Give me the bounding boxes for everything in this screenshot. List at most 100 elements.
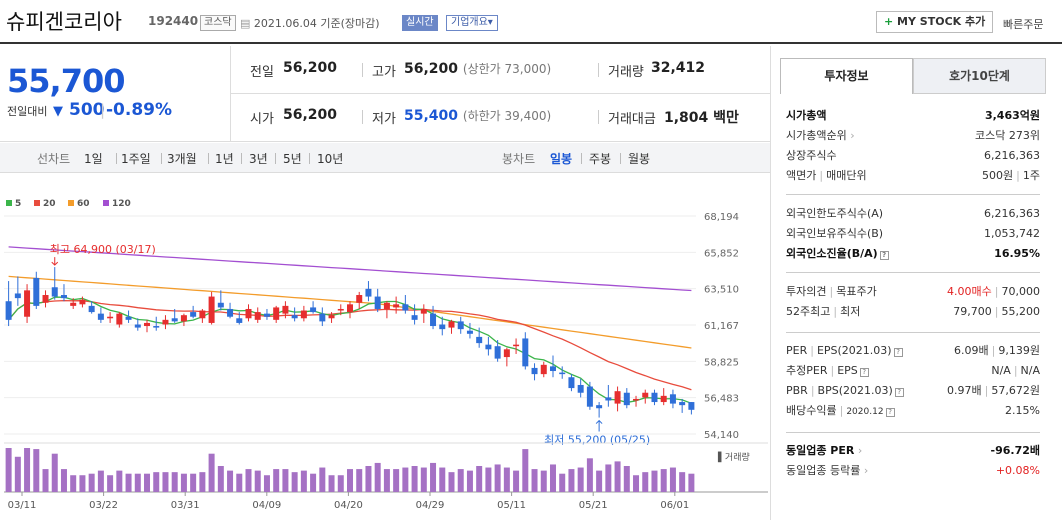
- candle-body: [476, 336, 483, 344]
- par-value-values: 500원 | 1주: [982, 169, 1040, 182]
- volume-bar: [466, 470, 473, 492]
- high-price: 56,200: [404, 61, 459, 77]
- period-3m[interactable]: 3개월: [167, 152, 197, 166]
- low-52w-label: 최저: [840, 305, 861, 318]
- volume-bar: [70, 475, 77, 492]
- period-separator: [116, 153, 117, 164]
- candle-body: [144, 322, 151, 327]
- lower-limit: (하한가 39,400): [462, 109, 552, 123]
- low-value: 55,400 (하한가 39,400): [404, 107, 551, 124]
- target-label: 목표주가: [836, 285, 877, 298]
- pbr-labels: PBR | BPS(2021.03)?: [786, 381, 904, 401]
- stock-code: 192440: [148, 14, 199, 28]
- per-row: PER | EPS(2021.03)? 6.09배 | 9,139원: [786, 341, 1040, 361]
- help-icon[interactable]: ?: [879, 251, 889, 260]
- volume-bar: [337, 475, 344, 492]
- volume-bar: [60, 469, 67, 492]
- candle-body: [549, 366, 556, 372]
- volume-bar: [107, 475, 114, 492]
- candle-body: [402, 304, 409, 311]
- candle-body: [586, 386, 593, 407]
- volume-bar: [263, 475, 270, 492]
- volume-bar: [356, 469, 363, 492]
- volume-bar: [503, 467, 510, 492]
- per-labels: PER | EPS(2021.03)?: [786, 341, 903, 361]
- chevron-right-icon: ›: [854, 444, 863, 457]
- volume-bar: [51, 453, 58, 492]
- candle-monthly[interactable]: 월봉: [628, 152, 651, 166]
- my-stock-add-button[interactable]: + MY STOCK 추가: [876, 11, 994, 33]
- par-value: 500원: [982, 169, 1014, 182]
- volume-bar: [319, 467, 326, 492]
- period-1w[interactable]: 1주일: [121, 152, 151, 166]
- low-52w-value: 55,200: [1001, 305, 1041, 318]
- tab-orderbook[interactable]: 호가10단계: [913, 58, 1046, 94]
- legend-swatch: [6, 200, 12, 206]
- x-tick-label: 04/20: [334, 500, 363, 511]
- period-10y[interactable]: 10년: [317, 152, 344, 166]
- period-5y[interactable]: 5년: [283, 152, 302, 166]
- legend-swatch: [34, 200, 40, 206]
- help-icon[interactable]: ?: [893, 348, 903, 357]
- company-overview-button[interactable]: 기업개요▾: [446, 15, 498, 31]
- candle-body: [180, 315, 187, 322]
- per-values: 6.09배 | 9,139원: [954, 344, 1040, 357]
- line-chart-label: 선차트: [37, 152, 71, 166]
- period-1y[interactable]: 1년: [215, 152, 234, 166]
- help-icon[interactable]: ?: [885, 408, 895, 417]
- candle-body: [162, 319, 169, 325]
- x-tick-label: 03/31: [171, 500, 200, 511]
- help-icon[interactable]: ?: [859, 368, 869, 377]
- sector-change-label[interactable]: 동일업종 등락률 ›: [786, 461, 868, 481]
- market-cap-rank-text: 시가총액순위: [786, 129, 847, 142]
- candle-body: [273, 307, 280, 320]
- foreign-limit-row: 외국인한도주식수(A) 6,216,363: [786, 204, 1040, 224]
- volume-bar: [24, 448, 31, 492]
- candle-body: [531, 367, 538, 375]
- candle-daily[interactable]: 일봉: [550, 152, 573, 166]
- volume-bar: [383, 469, 390, 492]
- x-tick-label: 05/21: [579, 500, 608, 511]
- realtime-button[interactable]: 실시간: [402, 15, 438, 31]
- volume-bar: [439, 467, 446, 492]
- candle-body: [356, 295, 363, 303]
- volume-bar: [605, 464, 612, 492]
- help-icon[interactable]: ?: [894, 388, 904, 397]
- high-value: 56,200 (상한가 73,000): [404, 60, 551, 77]
- y-tick-label: 54,140: [704, 430, 739, 441]
- legend-label: 20: [43, 199, 56, 209]
- volume-bar: [125, 473, 132, 492]
- volume-bar: [614, 461, 621, 492]
- sector-per-label[interactable]: 동일업종 PER ›: [786, 441, 862, 461]
- candlestick-chart[interactable]: 68,194 65,852 63,510 61,167 58,825 56,483 54,1…: [0, 194, 770, 520]
- opinion-value: 4.00매수: [947, 285, 992, 298]
- volume-bar: [448, 472, 455, 492]
- volume-bar: [374, 462, 381, 492]
- market-cap-rank-label[interactable]: 시가총액순위 ›: [786, 126, 855, 146]
- candle-body: [457, 321, 464, 330]
- period-3y[interactable]: 3년: [249, 152, 268, 166]
- candle-body: [522, 338, 529, 367]
- candle-body: [70, 302, 77, 306]
- volume-value: 32,412: [651, 60, 706, 76]
- candle-body: [605, 397, 612, 401]
- candle-chart-label: 봉차트: [502, 152, 536, 166]
- volume-bar: [97, 470, 104, 492]
- candle-body: [485, 344, 492, 350]
- candle-body: [60, 295, 67, 299]
- candle-body: [107, 316, 114, 319]
- volume-bar: [134, 473, 141, 492]
- prev-close-value: 56,200: [283, 60, 338, 76]
- candle-weekly[interactable]: 주봉: [589, 152, 612, 166]
- foreign-ratio-row: 외국인소진율(B/A)? 16.95%: [786, 244, 1040, 264]
- period-separator: [241, 153, 242, 164]
- period-1d[interactable]: 1일: [84, 152, 103, 166]
- y-tick-label: 56,483: [704, 394, 739, 405]
- trade-value: 1,804 백만: [664, 107, 739, 127]
- quick-order-button[interactable]: 빠른주문: [1003, 18, 1044, 31]
- candle-body: [411, 315, 418, 320]
- volume-bar: [688, 473, 695, 492]
- tab-invest-info[interactable]: 투자정보: [780, 58, 913, 94]
- high-52w-value: 79,700: [953, 305, 992, 318]
- volume-label: 거래량: [608, 65, 644, 80]
